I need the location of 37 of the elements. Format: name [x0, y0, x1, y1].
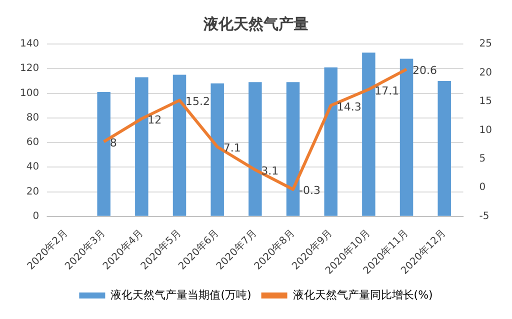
bar [324, 67, 338, 216]
y2-tick-label: 15 [479, 96, 492, 108]
bar [400, 58, 414, 216]
y-tick-label: 100 [20, 88, 40, 99]
bar [286, 82, 300, 216]
data-label: 12 [148, 114, 162, 127]
y2-tick-label: 10 [479, 124, 492, 136]
bar [438, 80, 451, 216]
data-label: 14.3 [336, 100, 362, 114]
y2-tick-label: 5 [479, 154, 486, 165]
legend-label: 液化天然气产量同比增长(%) [292, 288, 433, 302]
y-tick-label: 20 [26, 186, 40, 198]
legend-label: 液化天然气产量当期值(万吨) [110, 288, 252, 302]
y-tick-label: 80 [26, 112, 40, 124]
y-tick-label: 140 [20, 38, 40, 50]
data-label: 8 [110, 136, 117, 150]
chart-title: 液化天然气产量 [202, 14, 308, 33]
y2-tick-label: 25 [479, 38, 492, 50]
data-label: 7.1 [223, 142, 241, 155]
bar [210, 83, 224, 216]
y2-tick-label: -5 [479, 210, 490, 222]
data-label: 20.6 [412, 64, 438, 78]
bar [248, 82, 262, 216]
y2-tick-label: 20 [479, 67, 492, 78]
y2-tick-label: 0 [479, 182, 486, 194]
y-tick-label: 120 [20, 63, 40, 74]
y-tick-label: 40 [26, 162, 40, 173]
data-label: -0.3 [299, 184, 320, 198]
bar [172, 74, 186, 216]
data-label: 15.2 [186, 95, 210, 108]
bar [97, 92, 110, 216]
data-label: 3.1 [261, 164, 279, 178]
y-tick-label: 60 [26, 137, 40, 148]
bar [362, 52, 376, 216]
data-label: 17.1 [374, 84, 400, 98]
bar [135, 77, 148, 216]
y-tick-label: 0 [32, 210, 40, 222]
